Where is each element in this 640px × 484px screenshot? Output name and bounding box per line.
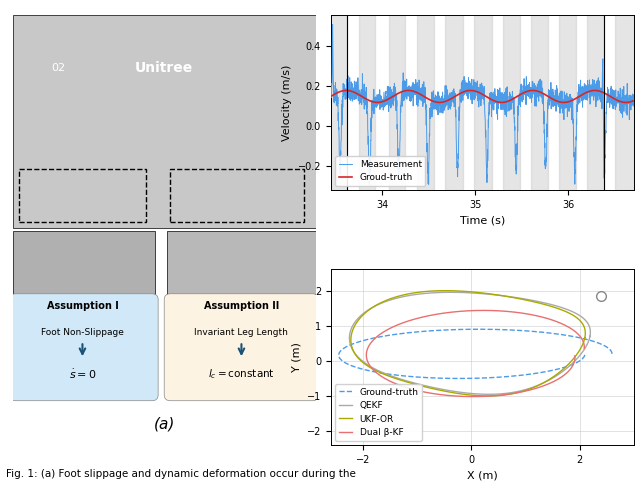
Bar [587, 15, 604, 190]
Line: QEKF: QEKF [349, 292, 590, 394]
Line: UKF-OR: UKF-OR [351, 291, 586, 396]
Dual β-KF [479, 307, 487, 313]
Dual β-KF [367, 339, 375, 345]
QEKF [446, 289, 454, 295]
Text: Foot Non-Slippage: Foot Non-Slippage [41, 328, 124, 337]
Ground-truth [395, 373, 403, 378]
Groud-truth [466, 88, 474, 93]
Ground-truth [352, 364, 360, 370]
Ground-truth [608, 351, 616, 357]
Legend: Measurement, Groud-truth: Measurement, Groud-truth [335, 156, 426, 186]
Ground-truth [474, 326, 482, 332]
Y-axis label: Y (m): Y (m) [291, 343, 301, 372]
Text: 02: 02 [51, 63, 65, 73]
QEKF [427, 384, 435, 390]
Line: Measurement: Measurement [331, 25, 634, 184]
Measurement [342, 92, 350, 98]
Dual β-KF [416, 388, 424, 394]
Ground-truth [467, 326, 475, 332]
Ground-truth [534, 329, 541, 335]
Bar [417, 15, 434, 190]
Legend: Ground-truth, QEKF, UKF-OR, Dual β-KF: Ground-truth, QEKF, UKF-OR, Dual β-KF [335, 384, 422, 441]
X-axis label: Time (s): Time (s) [460, 215, 505, 226]
Measurement [621, 102, 629, 107]
Groud-truth [630, 98, 637, 104]
QEKF [480, 392, 488, 397]
Bar [388, 15, 405, 190]
QEKF [382, 371, 390, 377]
Dual β-KF [472, 393, 479, 399]
Bar [531, 15, 548, 190]
Text: (a): (a) [154, 417, 175, 432]
Dual β-KF [468, 308, 476, 314]
Text: $\dot{s} = 0$: $\dot{s} = 0$ [68, 367, 97, 380]
Text: Fig. 1: (a) Foot slippage and dynamic deformation occur during the: Fig. 1: (a) Foot slippage and dynamic de… [6, 469, 356, 479]
Groud-truth [474, 89, 482, 95]
UKF-OR [484, 393, 492, 399]
Text: Unitree: Unitree [135, 61, 193, 75]
Dual β-KF [522, 311, 530, 317]
Bar [559, 15, 576, 190]
QEKF [586, 333, 594, 339]
Groud-truth [621, 100, 629, 106]
Dual β-KF [571, 353, 579, 359]
FancyBboxPatch shape [13, 15, 316, 228]
Text: Assumption II: Assumption II [204, 301, 279, 311]
UKF-OR [376, 370, 384, 376]
Bar [503, 15, 520, 190]
QEKF [346, 332, 353, 337]
Ground-truth [460, 376, 468, 381]
Measurement [621, 98, 629, 104]
Measurement [630, 102, 637, 108]
QEKF [519, 296, 527, 302]
FancyBboxPatch shape [13, 231, 155, 294]
QEKF [586, 333, 594, 339]
UKF-OR [581, 335, 589, 341]
UKF-OR [472, 393, 480, 398]
Line: Groud-truth: Groud-truth [331, 91, 634, 103]
Bar [359, 15, 376, 190]
QEKF [452, 289, 460, 295]
UKF-OR [419, 383, 427, 389]
X-axis label: X (m): X (m) [467, 470, 497, 481]
Groud-truth [622, 100, 630, 106]
UKF-OR [581, 335, 589, 341]
Measurement [327, 91, 335, 96]
Bar [331, 15, 347, 190]
Groud-truth [565, 99, 573, 105]
Text: Assumption I: Assumption I [47, 301, 118, 311]
Measurement [365, 182, 373, 187]
Y-axis label: Velocity (m/s): Velocity (m/s) [282, 64, 292, 141]
Bar [445, 15, 463, 190]
Line: Dual β-KF: Dual β-KF [366, 310, 584, 396]
Measurement [474, 92, 482, 98]
Measurement [329, 22, 337, 28]
Text: $l_c = \mathrm{constant}$: $l_c = \mathrm{constant}$ [208, 367, 275, 381]
Measurement [566, 108, 573, 114]
FancyBboxPatch shape [164, 294, 319, 401]
UKF-OR [441, 288, 449, 294]
Ground-truth [581, 351, 589, 357]
Groud-truth [327, 93, 335, 99]
FancyBboxPatch shape [167, 231, 316, 294]
Measurement [467, 94, 474, 100]
UKF-OR [348, 330, 356, 336]
FancyBboxPatch shape [10, 294, 158, 401]
Dual β-KF [470, 393, 477, 399]
Dual β-KF [580, 346, 588, 351]
UKF-OR [518, 296, 526, 302]
Ground-truth [342, 344, 350, 350]
UKF-OR [454, 288, 462, 294]
Groud-truth [591, 88, 598, 93]
Line: Ground-truth: Ground-truth [339, 329, 612, 378]
Groud-truth [621, 100, 628, 106]
Dual β-KF [378, 374, 386, 380]
Bar [615, 15, 634, 190]
Ground-truth [455, 376, 463, 381]
Groud-truth [342, 88, 350, 93]
Text: Invariant Leg Length: Invariant Leg Length [195, 328, 289, 337]
QEKF [485, 392, 493, 397]
Bar [474, 15, 492, 190]
